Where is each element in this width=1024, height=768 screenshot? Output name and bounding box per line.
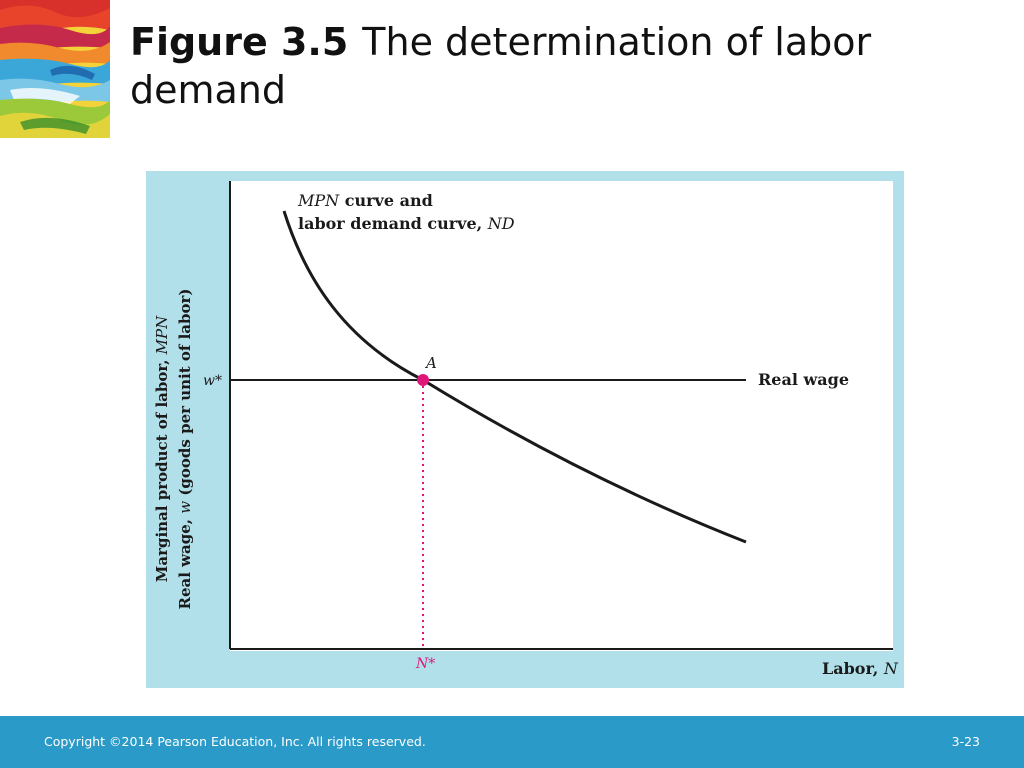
point-a-marker	[417, 374, 429, 386]
x-axis-label: Labor, N	[822, 659, 899, 678]
y-axis-label-line2-prefix: Real wage,	[176, 514, 194, 610]
y-axis-label-line2-var: w	[176, 501, 194, 514]
page-number: 3-23	[951, 734, 980, 749]
labor-demand-diagram: A w* N* Real wage MPN curve and labor de…	[153, 181, 899, 678]
figure-title: The determination of labor demand	[130, 20, 872, 112]
copyright-text: Copyright ©2014 Pearson Education, Inc. …	[44, 734, 426, 749]
decorative-painting	[0, 0, 110, 138]
labor-demand-curve	[282, 210, 747, 544]
y-axis-label-line1-prefix: Marginal product of labor,	[153, 354, 171, 582]
curve-label-line1-suffix: curve and	[339, 191, 433, 210]
curve-label-line1-var: MPN	[297, 191, 340, 210]
y-axis-label-line2: Real wage, w (goods per unit of labor)	[176, 289, 194, 610]
curve-label-line1: MPN curve and	[297, 191, 433, 210]
curve-label-line2: labor demand curve, ND	[298, 214, 515, 233]
real-wage-label: Real wage	[758, 370, 849, 389]
curve-label-line2-prefix: labor demand curve,	[298, 214, 488, 233]
y-axis-label-line1: Marginal product of labor, MPN	[153, 315, 171, 582]
y-axis-label-line2-suffix: (goods per unit of labor)	[176, 289, 194, 501]
slide-title: Figure 3.5 The determination of labor dem…	[130, 18, 1000, 114]
labor-tick-label: N*	[415, 656, 435, 672]
footer-bar: Copyright ©2014 Pearson Education, Inc. …	[0, 716, 1024, 768]
point-a-label: A	[424, 354, 437, 372]
curve-label-line2-var: ND	[487, 214, 515, 233]
figure-panel: A w* N* Real wage MPN curve and labor de…	[146, 171, 904, 688]
plot-area	[230, 181, 893, 651]
x-axis-label-prefix: Labor,	[822, 659, 884, 678]
decorative-painting-art	[0, 0, 110, 138]
x-axis-label-var: N	[883, 659, 899, 678]
figure-number: Figure 3.5	[130, 20, 349, 64]
y-axis-label-line1-var: MPN	[153, 315, 171, 355]
wage-tick-label: w*	[203, 373, 222, 389]
